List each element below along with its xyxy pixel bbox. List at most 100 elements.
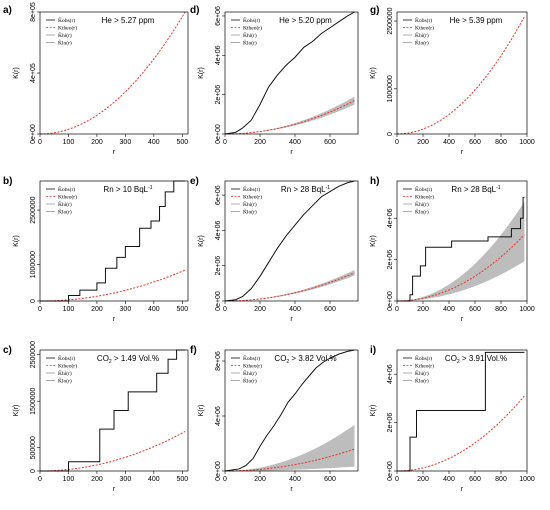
envelope-band xyxy=(225,269,355,301)
y-tick-label: 0e+00 xyxy=(215,291,222,311)
y-axis-label: K(r) xyxy=(370,235,377,247)
y-tick-label: 2e+06 xyxy=(215,85,222,105)
envelope-band xyxy=(225,96,355,134)
legend-label: Ktheo(r) xyxy=(243,194,262,201)
legend-label: K̂obs(r) xyxy=(243,17,260,24)
x-tick-label: 200 xyxy=(417,476,429,483)
panel-b: b) 0 100 200 300 400 500 r 0 1000000 2500000 K(r) K̂… xyxy=(3,176,189,323)
title-subscript: 2 xyxy=(286,359,289,365)
panel-letter: b) xyxy=(3,176,12,187)
theo-line xyxy=(396,234,525,302)
y-tick-label: 4e+06 xyxy=(215,220,222,240)
theo-line xyxy=(224,448,355,472)
x-tick-label: 600 xyxy=(324,476,336,483)
plot-frame xyxy=(396,180,528,302)
legend-label: Ktheo(r) xyxy=(415,363,434,370)
x-tick-label: 300 xyxy=(120,476,132,483)
x-tick-label: 0 xyxy=(38,139,42,146)
panel-letter: c) xyxy=(3,345,12,356)
y-tick-label: 4e+06 xyxy=(387,364,394,384)
x-tick-label: 100 xyxy=(63,476,75,483)
x-tick-label: 0 xyxy=(395,306,399,313)
y-axis: 0e+00 2e+06 4e+06 6e+06 xyxy=(215,185,225,311)
x-tick-label: 100 xyxy=(63,139,75,146)
y-axis: 0 1000000 2500000 xyxy=(30,196,40,303)
x-tick-label: 1000 xyxy=(519,306,535,313)
legend-label: Ktheo(r) xyxy=(243,363,262,370)
x-tick-label: 600 xyxy=(469,306,481,313)
legend: K̂obs(r)Ktheo(r)K̂hi(r)K̂lo(r) xyxy=(46,355,77,385)
y-axis: 0e+00 4e+05 8e+05 xyxy=(30,2,40,144)
x-tick-label: 0 xyxy=(38,306,42,313)
y-axis-label: K(r) xyxy=(370,405,377,417)
x-axis: 0 100 200 300 400 500 xyxy=(38,301,188,313)
y-tick-label: 2500000 xyxy=(30,196,37,223)
x-tick-label: 1000 xyxy=(519,139,535,146)
x-tick-label: 200 xyxy=(254,306,266,313)
x-tick-label: 400 xyxy=(148,139,160,146)
legend-label: K̂hi(r) xyxy=(58,370,72,377)
theo-line xyxy=(224,272,355,302)
legend: K̂obs(r)Ktheo(r)K̂hi(r)K̂lo(r) xyxy=(46,17,77,47)
y-tick-label: 0 xyxy=(387,132,394,136)
chart-title: He > 5.27 ppm xyxy=(102,16,155,25)
x-tick-label: 400 xyxy=(148,476,160,483)
panel-letter: g) xyxy=(370,5,379,16)
y-tick-label: 500000 xyxy=(30,436,37,459)
legend-label: K̂lo(r) xyxy=(58,39,72,46)
y-axis: 0e+00 4e+06 8e+06 xyxy=(215,351,225,481)
legend-label: Ktheo(r) xyxy=(58,194,77,201)
panel-g: g) 0 200 400 600 800 1000 r 0 1000000 2500000 K(r) K… xyxy=(370,5,535,156)
y-tick-label: 1000000 xyxy=(387,75,394,102)
legend-label: Ktheo(r) xyxy=(243,25,262,32)
y-axis-label: K(r) xyxy=(198,405,205,417)
legend-label: K̂obs(r) xyxy=(415,355,432,362)
legend: K̂obs(r)Ktheo(r)K̂hi(r)K̂lo(r) xyxy=(46,186,77,216)
x-tick-label: 300 xyxy=(120,139,132,146)
x-tick-label: 0 xyxy=(223,139,227,146)
x-tick-label: 0 xyxy=(38,476,42,483)
panel-e: e) 0 200 400 600 r 0e+00 2e+06 4e+06 6e+06 K(r) K̂o… xyxy=(190,176,359,323)
y-axis: 0e+00 2e+06 4e+06 xyxy=(387,208,397,311)
x-tick-label: 500 xyxy=(176,306,188,313)
y-axis: 0e+00 2e+06 4e+06 xyxy=(387,364,397,481)
x-tick-label: 600 xyxy=(469,139,481,146)
legend-label: K̂hi(r) xyxy=(415,201,429,208)
y-tick-label: 6e+06 xyxy=(215,185,222,205)
x-tick-label: 400 xyxy=(443,306,455,313)
plot-frame xyxy=(39,180,189,302)
plot-frame xyxy=(224,180,359,302)
legend-label: K̂obs(r) xyxy=(58,17,75,24)
plot-frame xyxy=(39,349,189,472)
legend-label: K̂hi(r) xyxy=(243,32,257,39)
chart-title: CO2 > 3.91 Vol.% xyxy=(445,354,507,365)
x-axis-label: r xyxy=(290,486,293,493)
y-tick-label: 0 xyxy=(30,299,37,303)
x-tick-label: 200 xyxy=(91,139,103,146)
x-tick-label: 1000 xyxy=(519,476,535,483)
theo-line xyxy=(396,395,525,472)
y-tick-label: 2e+06 xyxy=(387,250,394,270)
title-subscript: 2 xyxy=(457,359,460,365)
legend: K̂obs(r)Ktheo(r)K̂hi(r)K̂lo(r) xyxy=(231,17,262,47)
obs-line xyxy=(224,180,355,302)
y-tick-label: 8e+05 xyxy=(30,2,37,22)
legend-label: K̂obs(r) xyxy=(58,186,75,193)
legend: K̂obs(r)Ktheo(r)K̂hi(r)K̂lo(r) xyxy=(403,355,434,385)
legend-label: K̂hi(r) xyxy=(415,32,429,39)
title-part: > 3.82 Vol.% xyxy=(289,354,336,363)
x-axis-label: r xyxy=(461,486,464,493)
x-axis-label: r xyxy=(461,149,464,156)
envelope-band xyxy=(397,201,525,301)
y-tick-label: 0e+00 xyxy=(215,461,222,481)
y-tick-label: 1500000 xyxy=(30,387,37,414)
chart-title: CO2 > 1.49 Vol.% xyxy=(97,354,159,365)
legend-label: K̂obs(r) xyxy=(415,186,432,193)
x-tick-label: 200 xyxy=(254,476,266,483)
chart-title: He > 5.20 ppm xyxy=(279,16,332,25)
panel-h: h) 0 200 400 600 800 1000 r 0e+00 2e+06 4e+06 K(r) K… xyxy=(370,176,535,323)
obs-line xyxy=(397,197,525,302)
x-axis: 0 200 400 600 800 1000 xyxy=(395,471,535,483)
legend-label: K̂hi(r) xyxy=(415,370,429,377)
y-tick-label: 2e+06 xyxy=(215,256,222,276)
